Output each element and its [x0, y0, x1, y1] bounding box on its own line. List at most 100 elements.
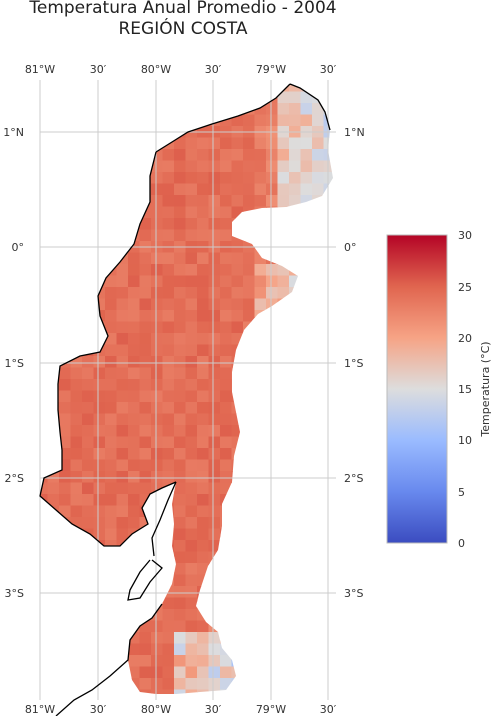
- temperature-cell: [185, 252, 198, 265]
- temperature-cell: [254, 91, 267, 104]
- temperature-cell: [300, 494, 313, 507]
- temperature-cell: [300, 264, 313, 277]
- map-subtitle: REGIÓN COSTA: [118, 19, 248, 39]
- temperature-cell: [40, 413, 49, 426]
- temperature-cell: [105, 563, 118, 576]
- temperature-cell: [105, 632, 118, 645]
- temperature-cell: [254, 206, 267, 219]
- temperature-cell: [47, 183, 60, 196]
- temperature-cell: [116, 160, 129, 173]
- temperature-cell: [197, 402, 210, 415]
- temperature-cell: [70, 597, 83, 610]
- temperature-cell: [174, 333, 187, 346]
- temperature-cell: [289, 620, 302, 633]
- temperature-cell: [40, 321, 49, 334]
- temperature-cell: [231, 540, 244, 553]
- temperature-cell: [335, 379, 347, 391]
- temperature-cell: [82, 482, 95, 495]
- temperature-cell: [70, 287, 83, 300]
- temperature-cell: [174, 413, 187, 426]
- temperature-cell: [174, 425, 187, 438]
- temperature-cell: [128, 678, 141, 691]
- temperature-cell: [93, 114, 106, 127]
- temperature-cell: [139, 574, 152, 587]
- temperature-cell: [300, 425, 313, 438]
- temperature-cell: [335, 287, 347, 299]
- temperature-cell: [139, 471, 152, 484]
- temperature-cell: [185, 528, 198, 541]
- temperature-cell: [323, 172, 333, 185]
- temperature-cell: [208, 620, 221, 633]
- temperature-cell: [174, 379, 187, 392]
- temperature-cell: [70, 275, 83, 288]
- temperature-cell: [162, 91, 175, 104]
- temperature-cell: [185, 494, 198, 507]
- temperature-cell: [116, 505, 129, 518]
- temperature-cell: [47, 218, 60, 231]
- temperature-cell: [277, 390, 290, 403]
- temperature-cell: [243, 229, 256, 242]
- lon-label-bottom: 30′: [205, 703, 222, 716]
- temperature-cell: [59, 620, 72, 633]
- temperature-cell: [208, 413, 221, 426]
- temperature-grid: [40, 80, 347, 694]
- temperature-cell: [174, 356, 187, 369]
- temperature-cell: [105, 459, 118, 472]
- temperature-cell: [266, 494, 279, 507]
- temperature-cell: [128, 275, 141, 288]
- temperature-cell: [105, 643, 118, 656]
- temperature-cell: [289, 402, 302, 415]
- temperature-cell: [243, 114, 256, 127]
- temperature-cell: [59, 160, 72, 173]
- temperature-cell: [59, 574, 72, 587]
- temperature-cell: [277, 528, 290, 541]
- temperature-cell: [266, 689, 279, 694]
- temperature-cell: [254, 252, 267, 265]
- temperature-cell: [300, 402, 313, 415]
- temperature-cell: [208, 84, 221, 93]
- temperature-cell: [162, 298, 175, 311]
- temperature-cell: [289, 563, 302, 576]
- temperature-cell: [254, 632, 267, 645]
- temperature-cell: [70, 666, 83, 679]
- temperature-cell: [128, 436, 141, 449]
- temperature-cell: [116, 172, 129, 185]
- temperature-cell: [289, 218, 302, 231]
- temperature-cell: [162, 666, 175, 679]
- temperature-cell: [335, 333, 347, 345]
- temperature-cell: [277, 494, 290, 507]
- temperature-cell: [254, 609, 267, 622]
- temperature-cell: [40, 643, 49, 656]
- temperature-cell: [231, 172, 244, 185]
- temperature-cell: [93, 666, 106, 679]
- temperature-cell: [47, 471, 60, 484]
- temperature-cell: [289, 344, 302, 357]
- temperature-cell: [82, 379, 95, 392]
- temperature-cell: [300, 689, 313, 694]
- temperature-cell: [335, 552, 347, 564]
- temperature-cell: [300, 287, 313, 300]
- temperature-cell: [128, 206, 141, 219]
- temperature-cell: [197, 344, 210, 357]
- temperature-cell: [335, 80, 347, 92]
- temperature-cell: [243, 172, 256, 185]
- temperature-cell: [59, 402, 72, 415]
- temperature-cell: [231, 229, 244, 242]
- temperature-cell: [185, 655, 198, 668]
- temperature-cell: [151, 160, 164, 173]
- temperature-cell: [254, 298, 267, 311]
- temperature-cell: [174, 459, 187, 472]
- temperature-cell: [266, 114, 279, 127]
- temperature-cell: [59, 298, 72, 311]
- temperature-cell: [47, 678, 60, 691]
- temperature-cell: [151, 114, 164, 127]
- temperature-cell: [185, 172, 198, 185]
- temperature-cell: [70, 91, 83, 104]
- temperature-cell: [277, 574, 290, 587]
- temperature-cell: [254, 321, 267, 334]
- temperature-cell: [162, 678, 175, 691]
- temperature-cell: [277, 540, 290, 553]
- temperature-cell: [70, 517, 83, 530]
- temperature-cell: [82, 333, 95, 346]
- temperature-cell: [59, 275, 72, 288]
